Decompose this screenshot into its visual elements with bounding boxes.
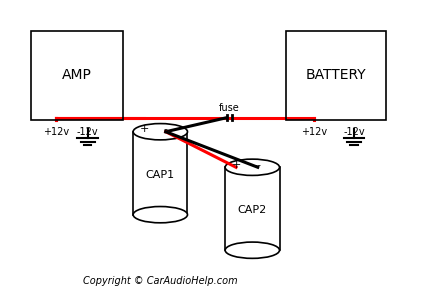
Text: +: + xyxy=(139,124,149,134)
Text: CAP2: CAP2 xyxy=(238,205,267,215)
Ellipse shape xyxy=(133,207,187,223)
Bar xyxy=(286,31,386,120)
Ellipse shape xyxy=(225,159,280,176)
Text: -12v: -12v xyxy=(343,127,365,137)
Text: +: + xyxy=(231,160,241,170)
Bar xyxy=(31,31,123,120)
Text: +12v: +12v xyxy=(301,127,327,137)
Text: --: -- xyxy=(254,160,262,170)
Bar xyxy=(225,167,280,250)
Text: BATTERY: BATTERY xyxy=(306,68,366,83)
Text: CAP1: CAP1 xyxy=(146,170,175,180)
Ellipse shape xyxy=(133,123,187,140)
Ellipse shape xyxy=(225,242,280,258)
Text: fuse: fuse xyxy=(219,103,240,113)
Text: +12v: +12v xyxy=(43,127,69,137)
Bar xyxy=(133,132,187,215)
Text: AMP: AMP xyxy=(62,68,92,83)
Text: -: - xyxy=(164,124,168,134)
Text: Copyright © CarAudioHelp.com: Copyright © CarAudioHelp.com xyxy=(83,276,237,286)
Text: -12v: -12v xyxy=(77,127,99,137)
